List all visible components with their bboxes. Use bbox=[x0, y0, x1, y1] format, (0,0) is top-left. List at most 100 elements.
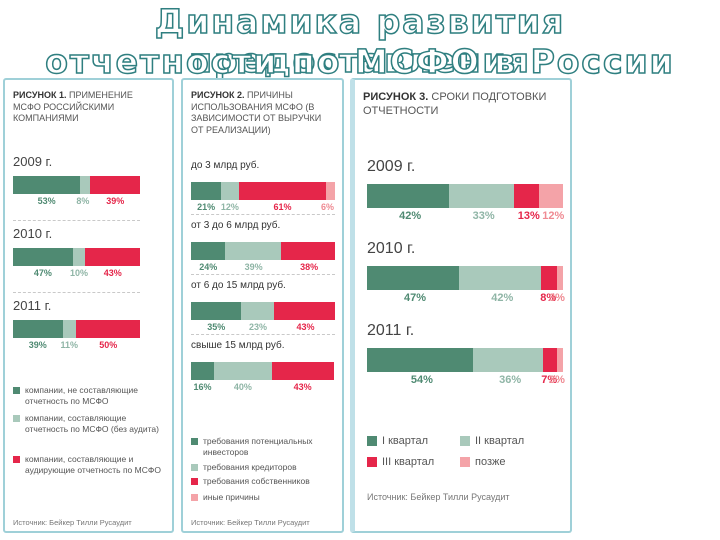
legend-item: III квартал bbox=[367, 456, 457, 469]
figure-number: РИСУНОК 3. bbox=[363, 91, 429, 103]
value-label: 13% bbox=[517, 210, 540, 222]
value-label: 43% bbox=[293, 382, 312, 392]
bar-segment bbox=[367, 348, 473, 372]
value-label: 35% bbox=[207, 322, 226, 332]
stacked-bar bbox=[191, 182, 335, 200]
stacked-bar bbox=[13, 320, 140, 338]
bar-segment bbox=[13, 176, 81, 194]
value-label: 16% bbox=[193, 382, 212, 392]
legend-swatch bbox=[13, 456, 20, 463]
value-label: 8% bbox=[76, 196, 90, 206]
stacked-bar bbox=[13, 248, 140, 266]
figure-title-text: СРОКИ ПОДГОТОВКИ ОТЧЕТНОСТИ bbox=[363, 91, 547, 117]
bar-segment bbox=[80, 176, 91, 194]
stacked-bar bbox=[367, 184, 563, 208]
figure-number: РИСУНОК 2. bbox=[191, 90, 245, 100]
bar-segment bbox=[367, 266, 460, 290]
category-label: от 6 до 15 млрд руб. bbox=[191, 280, 286, 291]
stacked-bar bbox=[13, 176, 140, 194]
category-label: 2010 г. bbox=[367, 240, 416, 257]
value-label: 43% bbox=[103, 268, 122, 278]
legend-swatch bbox=[460, 436, 470, 446]
value-label: 11% bbox=[60, 340, 79, 350]
value-label: 6% bbox=[321, 202, 335, 212]
legend-swatch bbox=[460, 457, 470, 467]
value-label: 39% bbox=[244, 262, 263, 272]
bar-segment bbox=[90, 176, 140, 194]
value-label: 3% bbox=[549, 292, 565, 304]
value-label: 42% bbox=[491, 292, 514, 304]
category-label: 2009 г. bbox=[367, 158, 416, 175]
bar-segment bbox=[191, 182, 222, 200]
slide-title-line2: отчетности по МСФО в России bbox=[44, 41, 675, 82]
figure2-panel: РИСУНОК 2. ПРИЧИНЫ ИСПОЛЬЗОВАНИЯ МСФО (В… bbox=[181, 78, 344, 533]
category-label: 2009 г. bbox=[13, 154, 53, 169]
bar-segment bbox=[85, 248, 140, 266]
figure3-panel: РИСУНОК 3. СРОКИ ПОДГОТОВКИ ОТЧЕТНОСТИ 20… bbox=[350, 78, 572, 533]
bar-segment bbox=[449, 184, 514, 208]
bar-segment bbox=[557, 348, 563, 372]
value-label: 47% bbox=[404, 292, 427, 304]
bar-segment bbox=[240, 302, 274, 320]
legend-label: иные причины bbox=[203, 492, 260, 502]
category-label: 2010 г. bbox=[13, 226, 53, 241]
legend-swatch bbox=[191, 464, 198, 471]
legend-item: II квартал bbox=[460, 435, 560, 448]
value-label: 61% bbox=[273, 202, 292, 212]
category-label: до 3 млрд руб. bbox=[191, 160, 260, 171]
legend-swatch bbox=[191, 438, 198, 445]
legend-label: компании, составляющие отчетность по МСФ… bbox=[25, 413, 159, 434]
separator bbox=[191, 334, 335, 335]
bar-segment bbox=[541, 266, 558, 290]
bar-segment bbox=[72, 248, 86, 266]
value-label: 43% bbox=[296, 322, 315, 332]
value-label: 53% bbox=[37, 196, 56, 206]
stacked-bar bbox=[191, 302, 336, 320]
source-note: Источник: Бейкер Тилли Русаудит bbox=[191, 518, 310, 527]
bar-segment bbox=[214, 362, 272, 380]
legend-item: I квартал bbox=[367, 435, 457, 448]
bar-segment bbox=[271, 362, 334, 380]
value-label: 42% bbox=[399, 210, 422, 222]
legend-label: компании, не составляющие отчетность по … bbox=[25, 385, 138, 406]
bar-segment bbox=[238, 182, 327, 200]
value-label: 47% bbox=[33, 268, 52, 278]
value-label: 54% bbox=[410, 374, 433, 386]
category-label: от 3 до 6 млрд руб. bbox=[191, 220, 281, 231]
separator bbox=[13, 220, 140, 221]
value-label: 38% bbox=[300, 262, 319, 272]
value-label: 3% bbox=[549, 374, 565, 386]
category-label: свыше 15 млрд руб. bbox=[191, 340, 285, 351]
category-label: 2011 г. bbox=[13, 298, 52, 313]
legend-label: I квартал bbox=[382, 435, 429, 447]
bar-segment bbox=[191, 242, 226, 260]
figure-title-text: ПРИЧИНЫ ИСПОЛЬЗОВАНИЯ МСФО (В ЗАВИСИМОСТ… bbox=[191, 90, 322, 135]
bar-segment bbox=[221, 182, 239, 200]
figure-number: РИСУНОК 1. bbox=[13, 90, 67, 100]
category-label: 2011 г. bbox=[367, 322, 415, 339]
bar-segment bbox=[472, 348, 544, 372]
value-label: 8% bbox=[540, 292, 557, 304]
legend-label: позже bbox=[475, 456, 506, 468]
legend-item: требования собственников bbox=[191, 476, 339, 487]
value-label: 24% bbox=[199, 262, 218, 272]
value-label: 40% bbox=[233, 382, 252, 392]
value-label: 33% bbox=[472, 210, 495, 222]
value-label: 12% bbox=[542, 210, 565, 222]
separator bbox=[13, 292, 140, 293]
bar-segment bbox=[13, 248, 73, 266]
legend-swatch bbox=[13, 415, 20, 422]
legend-label: III квартал bbox=[382, 456, 435, 468]
legend-item: иные причины bbox=[191, 492, 339, 503]
bar-segment bbox=[62, 320, 77, 338]
value-label: 23% bbox=[248, 322, 267, 332]
separator bbox=[191, 214, 335, 215]
figure-title-text: ПРИМЕНЕНИЕ МСФО РОССИЙСКИМИ КОМПАНИЯМИ bbox=[13, 90, 133, 123]
legend-item: позже bbox=[460, 456, 560, 469]
source-note: Источник: Бейкер Тилли Русаудит bbox=[13, 518, 132, 527]
bar-segment bbox=[367, 184, 450, 208]
stacked-bar bbox=[191, 242, 335, 260]
bar-segment bbox=[191, 362, 215, 380]
legend-item: требования кредиторов bbox=[191, 462, 339, 473]
separator bbox=[191, 274, 335, 275]
